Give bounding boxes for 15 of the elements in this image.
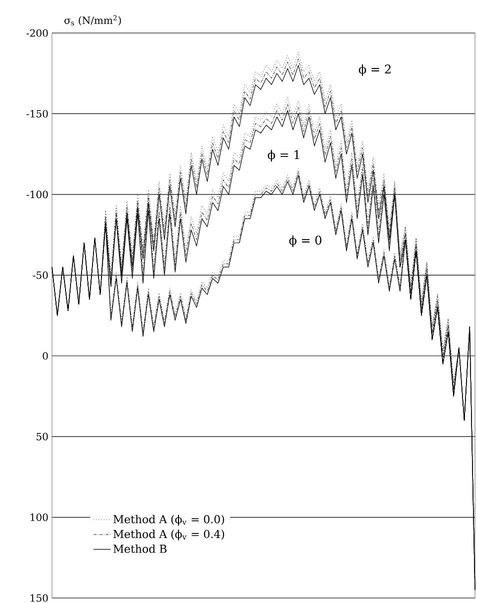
y-tick-label: 0 [42, 352, 48, 360]
annotation: ϕ = 0 [289, 235, 322, 248]
legend-label: Method B [113, 544, 166, 553]
y-tick-label: -50 [32, 271, 48, 279]
legend-label: Method A (ϕ$_{v}$ = 0.0) [113, 514, 224, 526]
annotation: ϕ = 2 [358, 64, 391, 76]
y-tick-label: 100 [30, 514, 48, 522]
y-tick-label: -100 [26, 190, 48, 198]
y-tick-label: -200 [26, 29, 48, 37]
y-tick-label: 150 [30, 594, 48, 602]
y-tick-label: 50 [36, 432, 48, 440]
legend-label: Method A (ϕ$_{v}$ = 0.4) [113, 530, 224, 540]
annotation: ϕ = 1 [268, 150, 300, 162]
y-axis-title: σ$_{s}$ (N/mm$^{2}$) [64, 15, 121, 26]
y-tick-label: -150 [26, 110, 48, 118]
